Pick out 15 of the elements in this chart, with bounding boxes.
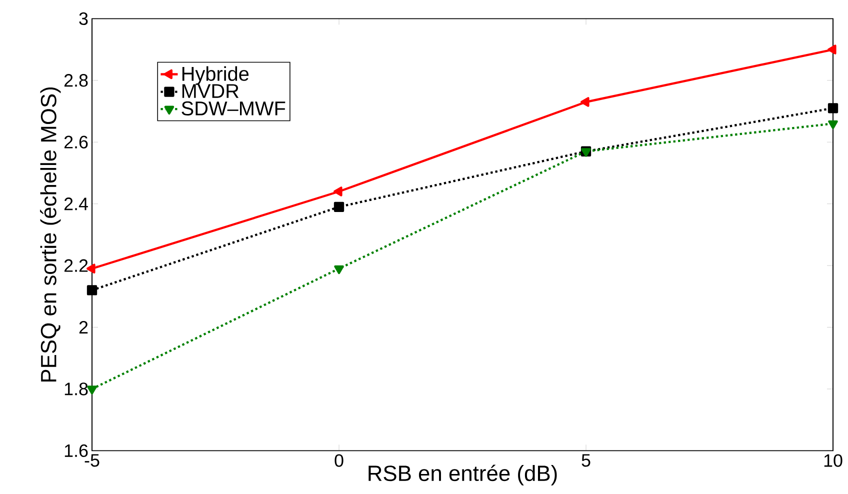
y-axis-title: PESQ en sortie (échelle MOS) [40,87,61,382]
y-tick-label: 2.2 [64,259,88,272]
x-tick-label: 10 [824,454,842,467]
y-tick-label: 2 [79,320,88,334]
y-tick-label: 1.8 [64,382,88,396]
legend-label: SDW–MWF [182,101,286,116]
y-tick-label: 3 [79,12,88,26]
x-tick-label: 5 [582,454,590,467]
legend-label: Hybride [182,66,249,85]
y-tick-label: 2.8 [64,74,88,87]
y-tick-label: 2.4 [64,198,88,210]
y-tick-label: 2.6 [64,136,88,148]
x-axis-title: RSB en entrée (dB) [368,464,557,486]
legend-label: MVDR [182,84,239,98]
x-tick-label: 0 [334,454,344,467]
